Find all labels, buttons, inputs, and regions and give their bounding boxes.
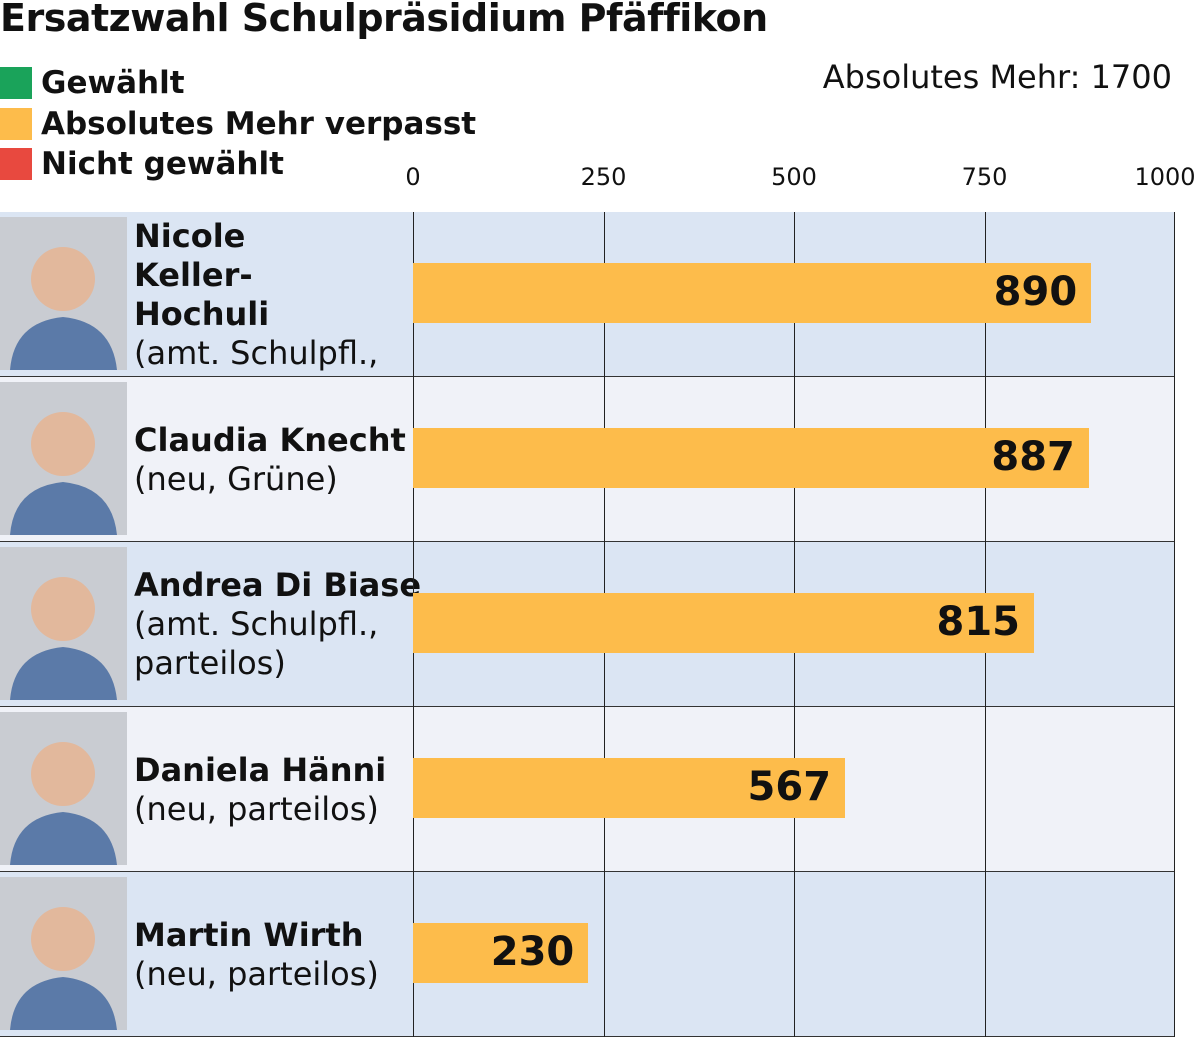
bar-value-label: 567 <box>747 764 832 810</box>
bar-value-label: 815 <box>936 599 1021 645</box>
x-tick-label: 0 <box>405 163 421 191</box>
candidate-photo <box>0 547 127 700</box>
candidate-info: (neu, Grüne) <box>134 460 338 498</box>
chart-title: Ersatzwahl Schulpräsidium Pfäffikon <box>0 0 768 40</box>
bar: 887 <box>413 428 1089 488</box>
legend-label: Nicht gewählt <box>41 146 284 182</box>
candidate-name: Daniela Hänni <box>134 751 387 789</box>
bar: 815 <box>413 593 1035 653</box>
candidate-label: Andrea Di Biase (amt. Schulpfl., parteilo… <box>134 566 421 683</box>
legend-item-nicht-gewaehlt: Nicht gewählt <box>0 146 284 182</box>
candidate-info: (amt. Schulpfl., parteilos) <box>134 605 379 682</box>
candidate-name: Andrea Di Biase <box>134 566 422 604</box>
candidate-photo <box>0 712 127 865</box>
bar: 567 <box>413 758 846 818</box>
candidate-info: (neu, parteilos) <box>134 790 379 828</box>
candidate-row: Martin Wirth (neu, parteilos) <box>0 872 1175 1037</box>
bar: 890 <box>413 263 1092 323</box>
candidate-photo <box>0 382 127 535</box>
candidate-name: Claudia Knecht <box>134 421 406 459</box>
bar-value-label: 887 <box>991 434 1075 480</box>
candidate-label: Martin Wirth (neu, parteilos) <box>134 916 379 994</box>
x-tick-label: 750 <box>961 163 1008 191</box>
candidate-info: (neu, parteilos) <box>134 955 379 993</box>
bar-value-label: 230 <box>490 929 575 975</box>
legend-swatch <box>0 67 32 99</box>
legend-swatch <box>0 148 32 180</box>
plot-area: 890 887 815 567 230 <box>413 212 1175 1037</box>
bar-value-label: 890 <box>993 269 1078 315</box>
legend-item-gewaehlt: Gewählt <box>0 65 185 101</box>
candidate-name: Nicole Keller-Hochuli <box>134 217 270 333</box>
candidate-label: Daniela Hänni (neu, parteilos) <box>134 751 386 829</box>
legend-swatch <box>0 108 32 140</box>
candidate-photo <box>0 877 127 1030</box>
x-tick-label: 500 <box>771 163 817 191</box>
gridline <box>1174 212 1175 1037</box>
absolute-majority-note: Absolutes Mehr: 1700 <box>822 58 1172 96</box>
legend-item-verpasst: Absolutes Mehr verpasst <box>0 106 477 142</box>
legend-label: Gewählt <box>41 65 185 101</box>
x-tick-label: 250 <box>580 163 627 191</box>
candidate-photo <box>0 217 127 370</box>
legend-label: Absolutes Mehr verpasst <box>41 106 477 142</box>
candidate-name: Martin Wirth <box>134 916 364 954</box>
bar: 230 <box>413 923 589 983</box>
candidate-label: Claudia Knecht (neu, Grüne) <box>134 421 406 499</box>
x-tick-label: 1000 <box>1134 163 1196 191</box>
